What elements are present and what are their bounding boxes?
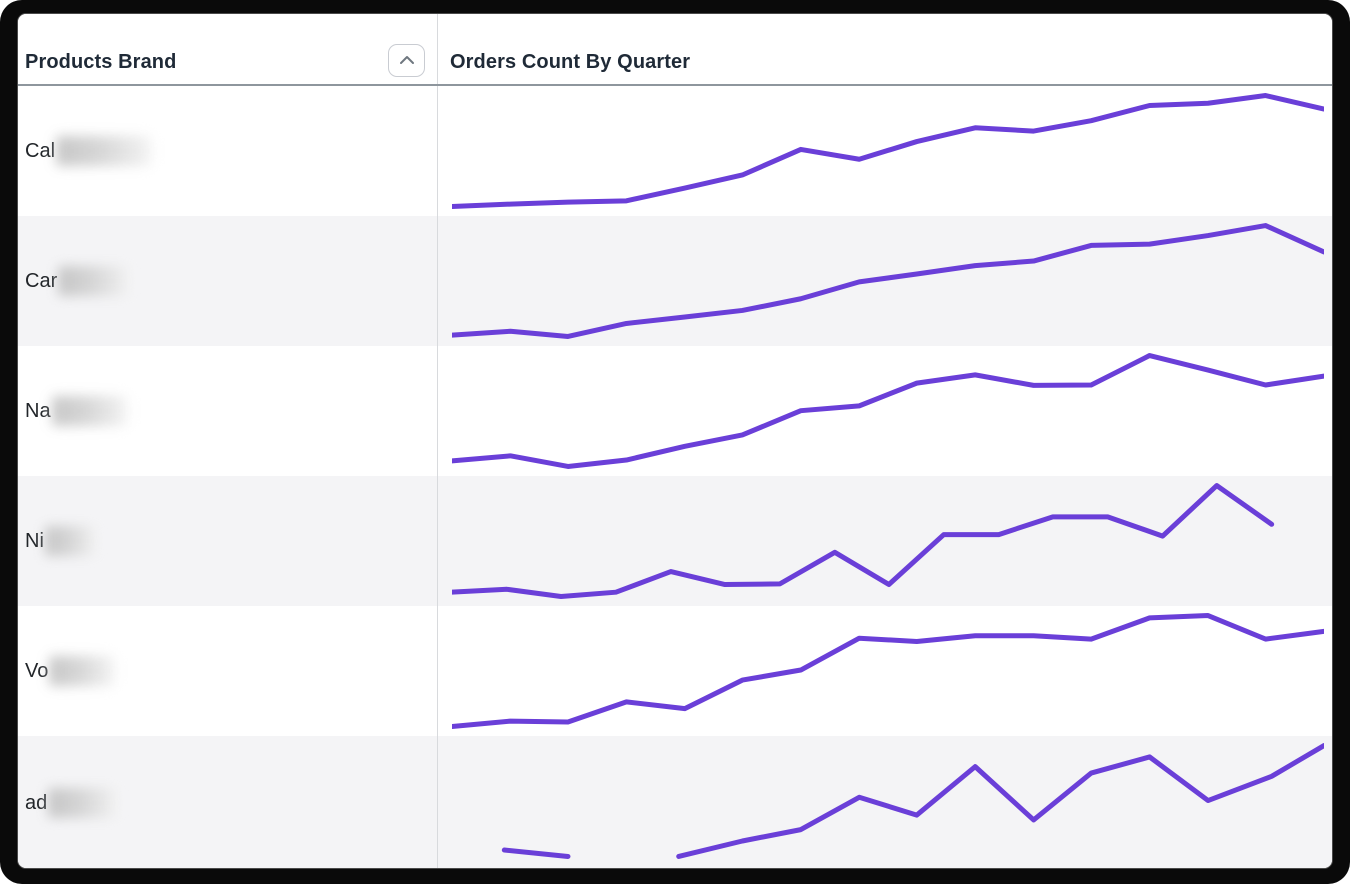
table-row: Vo <box>18 606 1332 736</box>
redacted-text <box>58 266 131 296</box>
table-row: Ni <box>18 476 1332 606</box>
sparkline-chart <box>452 222 1324 340</box>
brand-cell: Car <box>18 216 438 346</box>
redacted-text <box>51 396 128 426</box>
brand-cell: Vo <box>18 606 438 736</box>
brand-label: Na <box>25 399 51 422</box>
column-header-orders-count[interactable]: Orders Count By Quarter <box>438 14 1332 84</box>
table-panel: Products Brand Orders Count By Quarter C… <box>18 14 1332 868</box>
chevron-up-icon <box>399 53 415 68</box>
sparkline-cell <box>438 476 1332 606</box>
table-row: Na <box>18 346 1332 476</box>
brand-label: Ni <box>25 529 44 552</box>
table-body: Cal Car Na Ni <box>18 86 1332 868</box>
sparkline-cell <box>438 216 1332 346</box>
sparkline-cell <box>438 736 1332 868</box>
brand-cell: ad <box>18 736 438 868</box>
products-brand-header-label: Products Brand <box>25 51 177 73</box>
sparkline-cell <box>438 606 1332 736</box>
column-header-products-brand[interactable]: Products Brand <box>18 14 438 84</box>
table-header: Products Brand Orders Count By Quarter <box>18 14 1332 86</box>
redacted-text <box>49 656 116 686</box>
sparkline-chart <box>452 92 1324 210</box>
sparkline-chart <box>452 482 1324 600</box>
table-row: Cal <box>18 86 1332 216</box>
redacted-text <box>48 788 119 818</box>
sparkline-chart <box>452 352 1324 470</box>
brand-label: Cal <box>25 139 56 162</box>
brand-cell: Cal <box>18 86 438 216</box>
sparkline-cell <box>438 86 1332 216</box>
brand-cell: Na <box>18 346 438 476</box>
sort-ascending-button[interactable] <box>388 44 425 77</box>
table-row: Car <box>18 216 1332 346</box>
table-row: ad <box>18 736 1332 868</box>
brand-label: ad <box>25 791 48 814</box>
sparkline-chart <box>452 742 1324 860</box>
sparkline-cell <box>438 346 1332 476</box>
brand-cell: Ni <box>18 476 438 606</box>
redacted-text <box>44 526 97 556</box>
orders-count-header-label: Orders Count By Quarter <box>450 51 691 73</box>
redacted-text <box>56 136 153 166</box>
brand-label: Vo <box>25 659 49 682</box>
brand-label: Car <box>25 269 58 292</box>
sparkline-chart <box>452 612 1324 730</box>
